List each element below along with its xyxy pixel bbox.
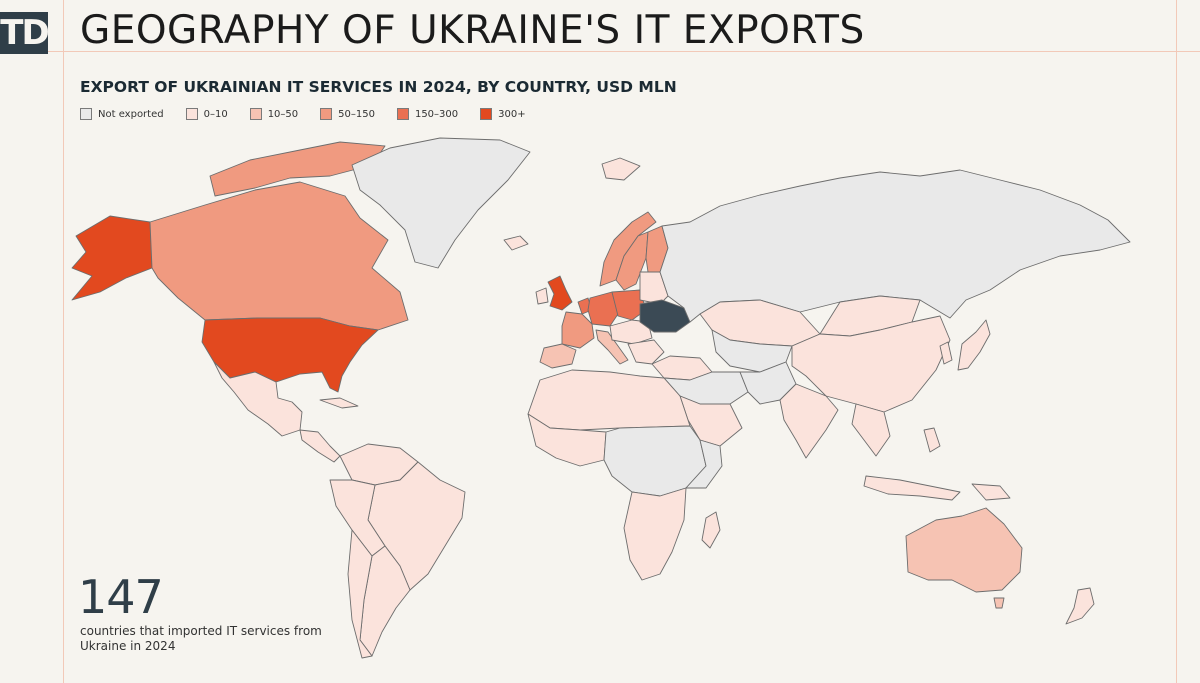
legend-item-not-exported: Not exported <box>80 108 164 120</box>
country-central-europe <box>609 319 653 345</box>
country-east-africa <box>685 439 723 489</box>
country-philippines <box>923 427 941 453</box>
legend-swatch <box>320 108 333 120</box>
country-chile <box>347 529 373 659</box>
legend-item-0-10: 0–10 <box>185 108 228 120</box>
legend-swatch <box>185 108 198 120</box>
legend-swatch <box>480 108 493 120</box>
legend-label: 150–300 <box>414 108 459 120</box>
country-tasmania <box>993 597 1005 609</box>
country-india <box>779 383 839 459</box>
guide-line-top <box>0 51 1200 52</box>
legend-item-10-50: 10–50 <box>249 108 299 120</box>
country-alaska <box>71 215 153 301</box>
country-ireland <box>535 287 549 305</box>
legend-swatch <box>396 108 409 120</box>
legend-label: 300+ <box>498 108 526 120</box>
country-new-zealand <box>1065 587 1095 625</box>
country-iceland <box>503 235 529 251</box>
country-uk <box>547 275 573 311</box>
country-japan <box>957 319 991 371</box>
country-russia <box>659 169 1131 323</box>
page-title: GEOGRAPHY OF UKRAINE'S IT EXPORTS <box>80 8 865 53</box>
country-korea <box>939 341 953 365</box>
map-subtitle: EXPORT OF UKRAINIAN IT SERVICES IN 2024,… <box>80 78 677 96</box>
legend-label: 10–50 <box>267 108 299 120</box>
country-central-america <box>299 429 341 463</box>
country-southeast-asia <box>851 403 891 457</box>
legend-swatch <box>80 108 92 120</box>
legend-item-50-150: 50–150 <box>320 108 375 120</box>
stat-caption: countries that imported IT services from… <box>80 624 322 653</box>
legend-label: Not exported <box>98 108 164 120</box>
country-indonesia <box>863 475 961 501</box>
legend-item-150-300: 150–300 <box>396 108 459 120</box>
country-spain <box>539 343 577 369</box>
guide-line-right <box>1176 0 1177 683</box>
legend-label: 0–10 <box>203 108 228 120</box>
legend-item-300-plus: 300+ <box>480 108 526 120</box>
country-canada <box>149 181 409 331</box>
country-baltics-belarus <box>639 271 669 305</box>
country-france <box>561 311 595 349</box>
country-china <box>791 315 951 413</box>
country-australia <box>905 507 1023 593</box>
country-southern-africa <box>623 487 687 581</box>
country-ukraine <box>639 299 691 333</box>
country-mexico <box>213 361 303 437</box>
country-greenland <box>351 137 531 269</box>
country-cuba <box>319 397 359 409</box>
country-italy <box>595 329 629 365</box>
guide-line-left <box>63 0 64 683</box>
country-madagascar <box>701 511 721 549</box>
map-legend: Not exported 0–10 10–50 50–150 150–300 3… <box>80 108 548 120</box>
legend-swatch <box>249 108 262 120</box>
country-papua <box>971 483 1011 501</box>
brand-logo: TD <box>0 12 50 54</box>
country-saudi-arabia <box>679 395 743 447</box>
country-svalbard <box>601 157 641 181</box>
stat-number: 147 <box>78 570 164 624</box>
legend-label: 50–150 <box>338 108 375 120</box>
country-poland <box>611 289 647 321</box>
country-balkans <box>627 339 665 365</box>
